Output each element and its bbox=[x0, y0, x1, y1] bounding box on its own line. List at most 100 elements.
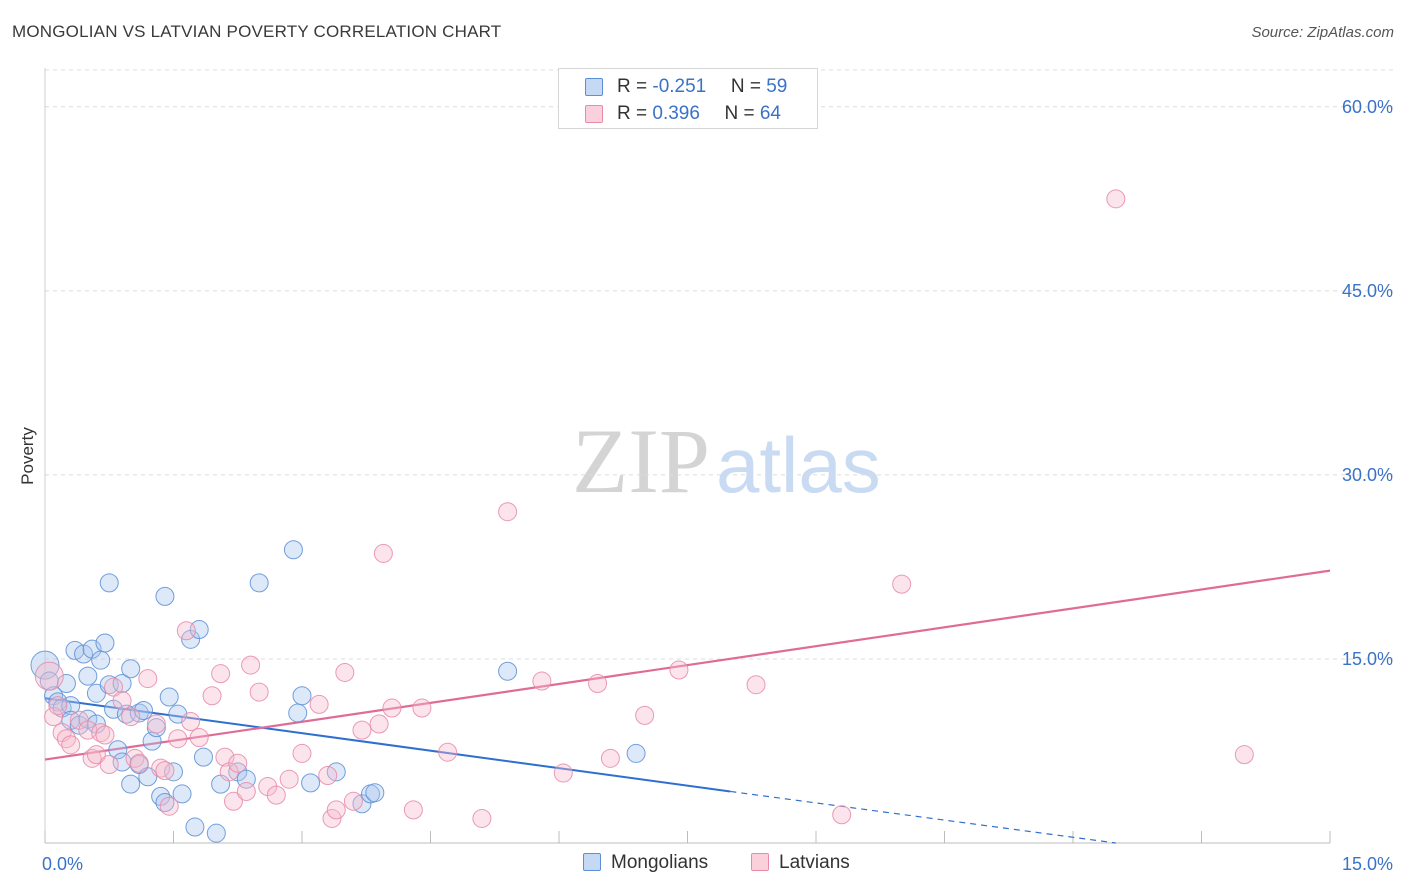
point-latvians bbox=[241, 655, 261, 675]
point-latvians bbox=[588, 673, 608, 693]
trend-lines bbox=[44, 569, 1331, 844]
point-mongolians bbox=[99, 573, 119, 593]
point-latvians bbox=[99, 754, 119, 774]
point-latvians bbox=[176, 621, 196, 641]
watermark: ZIP atlas bbox=[572, 410, 881, 512]
legend-swatch-latvians bbox=[585, 105, 603, 123]
point-latvians bbox=[326, 800, 346, 820]
point-mongolians bbox=[172, 784, 192, 804]
data-points bbox=[30, 189, 1254, 843]
series-legend-mongolians: Mongolians bbox=[583, 852, 708, 874]
y-tick-label: 15.0% bbox=[1342, 649, 1393, 669]
chart-title: MONGOLIAN VS LATVIAN POVERTY CORRELATION… bbox=[12, 22, 502, 41]
series-swatch-latvians bbox=[751, 853, 769, 871]
point-latvians bbox=[373, 543, 393, 563]
point-latvians bbox=[382, 698, 402, 718]
point-latvians bbox=[95, 725, 115, 745]
point-latvians bbox=[498, 502, 518, 522]
legend-n-value: 64 bbox=[759, 103, 781, 124]
point-latvians bbox=[181, 712, 201, 732]
point-latvians bbox=[412, 698, 432, 718]
point-mongolians bbox=[134, 700, 154, 720]
point-latvians bbox=[600, 748, 620, 768]
point-mongolians bbox=[206, 823, 226, 843]
x-tick-label-max: 15.0% bbox=[1342, 854, 1393, 874]
y-tick-label: 60.0% bbox=[1342, 97, 1393, 117]
point-latvians bbox=[215, 747, 235, 767]
trend-line-mongolians-extension bbox=[730, 790, 1116, 844]
legend-n-label: N = bbox=[730, 76, 767, 97]
point-latvians bbox=[159, 796, 179, 816]
point-latvians bbox=[44, 707, 64, 727]
point-latvians bbox=[438, 742, 458, 762]
point-latvians bbox=[369, 714, 389, 734]
point-latvians bbox=[236, 781, 256, 801]
point-mongolians bbox=[288, 703, 308, 723]
point-latvians bbox=[168, 729, 188, 749]
point-latvians bbox=[104, 677, 124, 697]
point-mongolians bbox=[292, 686, 312, 706]
legend-n-label: N = bbox=[724, 103, 760, 124]
point-latvians bbox=[249, 682, 269, 702]
point-mongolians bbox=[91, 650, 111, 670]
point-latvians bbox=[1234, 745, 1254, 765]
point-latvians bbox=[121, 707, 141, 727]
point-latvians bbox=[403, 800, 423, 820]
point-latvians bbox=[335, 662, 355, 682]
point-latvians bbox=[112, 691, 132, 711]
point-mongolians bbox=[249, 573, 269, 593]
point-latvians bbox=[279, 769, 299, 789]
point-latvians bbox=[48, 696, 68, 716]
point-mongolians bbox=[626, 743, 646, 763]
point-latvians bbox=[138, 669, 158, 689]
legend-r-label: R = bbox=[617, 76, 653, 97]
point-mongolians bbox=[193, 747, 213, 767]
y-tick-label: 45.0% bbox=[1342, 281, 1393, 301]
point-latvians bbox=[343, 791, 363, 811]
point-mongolians bbox=[78, 666, 98, 686]
point-latvians bbox=[189, 727, 209, 747]
point-mongolians bbox=[121, 774, 141, 794]
x-tick-label-min: 0.0% bbox=[42, 854, 83, 874]
series-legend-latvians: Latvians bbox=[751, 852, 850, 874]
point-mongolians bbox=[365, 783, 385, 803]
point-latvians bbox=[228, 753, 248, 773]
point-latvians bbox=[318, 766, 338, 786]
point-mongolians bbox=[121, 659, 141, 679]
point-mongolians bbox=[159, 687, 179, 707]
chart-source: Source: ZipAtlas.com bbox=[1251, 24, 1394, 41]
point-mongolians bbox=[108, 740, 128, 760]
point-latvians bbox=[86, 745, 106, 765]
trend-line-mongolians bbox=[44, 697, 731, 793]
point-mongolians bbox=[498, 661, 518, 681]
watermark-atlas: atlas bbox=[716, 421, 881, 509]
point-mongolians bbox=[185, 817, 205, 837]
point-latvians bbox=[635, 705, 655, 725]
y-tick-label: 30.0% bbox=[1342, 465, 1393, 485]
point-latvians bbox=[532, 671, 552, 691]
point-latvians bbox=[146, 714, 166, 734]
series-swatch-mongolians bbox=[583, 853, 601, 871]
point-mongolians bbox=[95, 633, 115, 653]
point-latvians bbox=[129, 753, 149, 773]
legend-n-value: 59 bbox=[766, 76, 788, 97]
point-latvians bbox=[211, 664, 231, 684]
legend-r-label: R = bbox=[617, 103, 653, 124]
point-latvians bbox=[61, 735, 81, 755]
point-latvians bbox=[34, 661, 64, 691]
point-latvians bbox=[1106, 189, 1126, 209]
point-latvians bbox=[266, 785, 286, 805]
legend-swatch-mongolians bbox=[585, 78, 603, 96]
point-latvians bbox=[472, 808, 492, 828]
legend-r-value: -0.251 bbox=[652, 76, 707, 97]
series-label-mongolians: Mongolians bbox=[611, 852, 709, 873]
point-latvians bbox=[352, 720, 372, 740]
point-latvians bbox=[155, 761, 175, 781]
point-mongolians bbox=[301, 773, 321, 793]
point-latvians bbox=[669, 660, 689, 680]
point-latvians bbox=[892, 574, 912, 594]
grid-lines bbox=[45, 69, 1393, 660]
point-mongolians bbox=[56, 673, 76, 693]
point-latvians bbox=[746, 675, 766, 695]
